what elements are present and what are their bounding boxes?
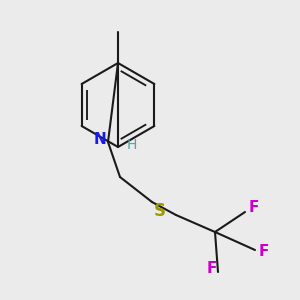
Text: H: H	[127, 138, 137, 152]
Text: F: F	[259, 244, 269, 260]
Text: F: F	[207, 261, 217, 276]
Text: N: N	[93, 133, 106, 148]
Text: S: S	[154, 202, 166, 220]
Text: F: F	[249, 200, 260, 215]
